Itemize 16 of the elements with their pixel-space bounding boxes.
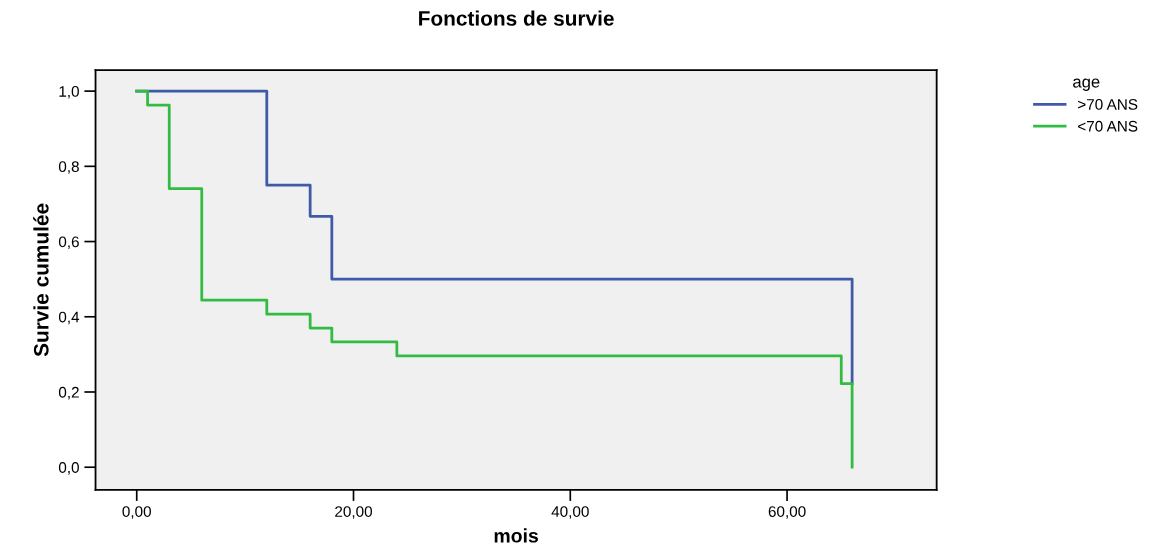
legend-label: >70 ANS — [1078, 98, 1138, 110]
chart-title: Fonctions de survie — [419, 10, 614, 26]
x-tick-label: 40,00 — [551, 506, 589, 519]
y-axis-title: Survie cumulée — [33, 203, 49, 357]
x-tick-label: 60,00 — [768, 506, 806, 519]
y-tick-label: 0,0 — [58, 462, 79, 475]
y-tick-label: 0,8 — [58, 161, 79, 174]
y-tick-label: 0,6 — [58, 236, 79, 250]
legend-title: age — [1073, 78, 1100, 91]
x-tick-label: 20,00 — [335, 506, 373, 519]
legend-label: <70 ANS — [1078, 120, 1138, 132]
x-axis-title: mois — [494, 528, 538, 543]
y-tick-label: 0,2 — [58, 386, 79, 400]
y-tick-label: 1,0 — [59, 85, 79, 99]
y-tick-label: 0,4 — [58, 311, 80, 325]
x-tick-label: 0,00 — [122, 506, 151, 519]
